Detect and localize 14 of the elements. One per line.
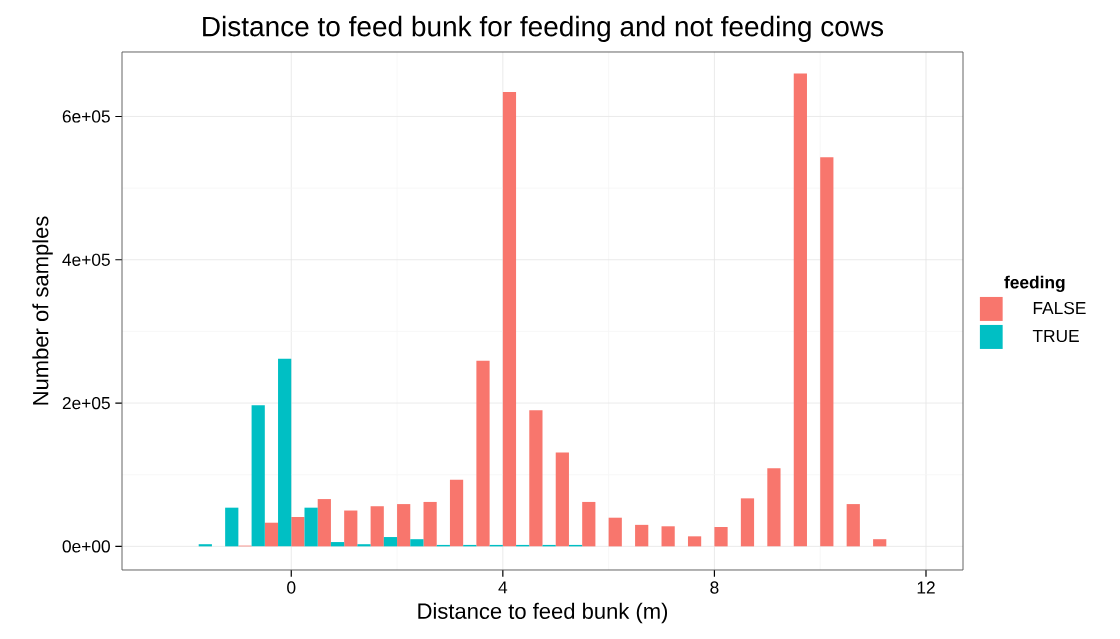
legend-label: TRUE	[1032, 329, 1079, 343]
legend-label: FALSE	[1033, 301, 1086, 315]
x-tick-label: 4	[498, 581, 508, 594]
y-tick-label: 0e+00	[62, 540, 110, 553]
chart-title: Distance to feed bunk for feeding and not feeding cows	[203, 15, 884, 42]
x-tick-label: 0	[287, 581, 296, 594]
y-tick-label: 2e+05	[62, 396, 110, 410]
x-tick-label: 8	[710, 581, 719, 594]
y-axis-title: Number of samples	[32, 216, 53, 405]
x-tick-label: 12	[917, 581, 935, 594]
x-axis-title: Distance to feed bunk (m)	[418, 602, 668, 624]
y-tick-label: 6e+05	[62, 110, 110, 123]
legend-title: feeding	[1004, 275, 1065, 292]
y-tick-label: 4e+05	[62, 253, 110, 266]
